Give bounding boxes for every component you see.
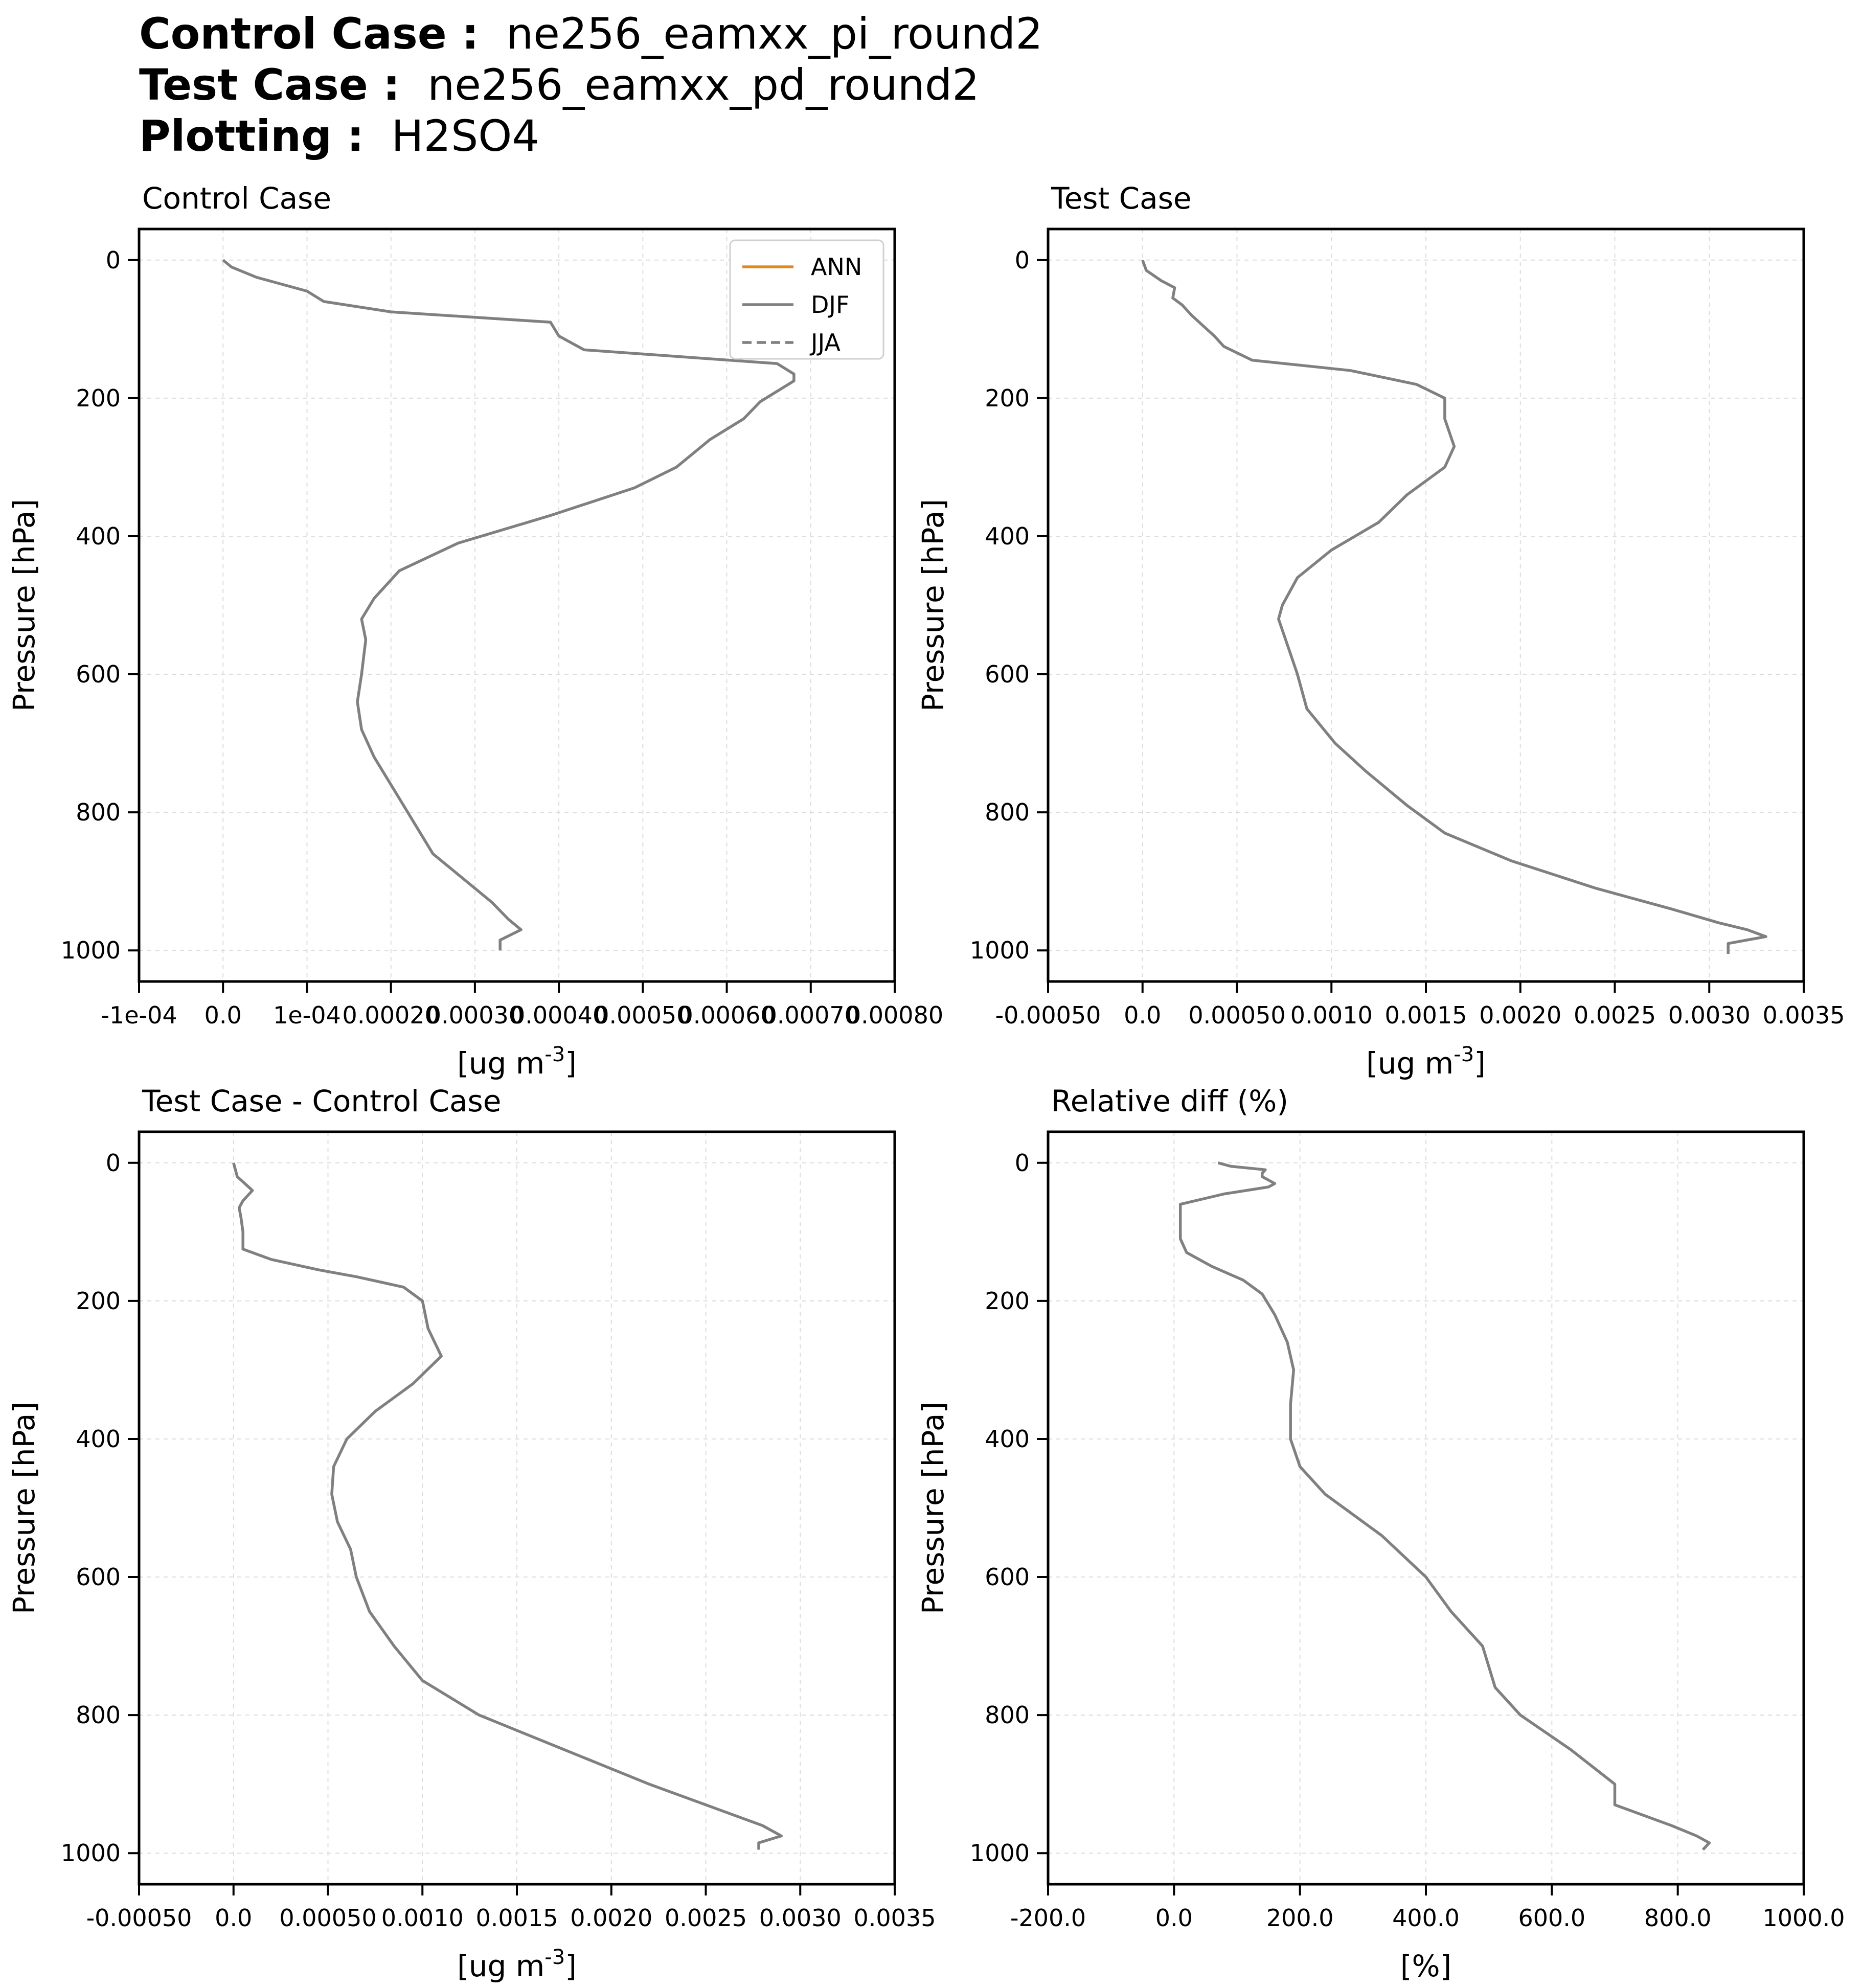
y-tick-label: 800 <box>985 798 1030 826</box>
y-tick-label: 1000 <box>970 1839 1030 1867</box>
x-tick-label: 0.00030 <box>426 1001 524 1029</box>
y-tick-label: 0 <box>106 1149 121 1177</box>
x-tick-label: 0.0015 <box>1385 1001 1467 1029</box>
header-control-label: Control Case : <box>139 9 479 59</box>
x-tick-label: 1000.0 <box>1763 1904 1845 1932</box>
x-tick-label: 0.0020 <box>1479 1001 1561 1029</box>
legend-box <box>729 239 884 360</box>
y-tick-label: 0 <box>106 246 121 274</box>
series-line-djf <box>1141 259 1767 954</box>
legend-label-jja: JJA <box>809 329 841 356</box>
x-tick-label: 0.0020 <box>570 1904 652 1932</box>
x-tick-label: 0.0030 <box>1668 1001 1751 1029</box>
x-tick-label: 200.0 <box>1266 1904 1334 1932</box>
x-tick-label: 0.0 <box>1124 1001 1161 1029</box>
y-tick-label: 400 <box>76 522 121 550</box>
x-tick-label: 0.0030 <box>759 1904 842 1932</box>
y-tick-label: 400 <box>985 522 1030 550</box>
panel-title: Test Case <box>1051 181 1192 216</box>
header-test-label: Test Case : <box>139 60 400 110</box>
x-tick-label: 600.0 <box>1518 1904 1585 1932</box>
legend-label-ann: ANN <box>811 253 862 281</box>
x-tick-label: 0.00070 <box>762 1001 859 1029</box>
y-tick-label: 1000 <box>61 936 121 964</box>
x-tick-label: -0.00050 <box>86 1904 192 1932</box>
x-tick-label: 0.00050 <box>594 1001 691 1029</box>
y-tick-label: 1000 <box>970 936 1030 964</box>
y-tick-label: 800 <box>76 1701 121 1729</box>
x-tick-label: 0.0025 <box>1574 1001 1656 1029</box>
x-axis-label: [ug m-3] <box>1366 1043 1486 1081</box>
x-axis-label: [%] <box>1400 1949 1451 1983</box>
y-tick-label: 600 <box>985 660 1030 688</box>
panel-title: Relative diff (%) <box>1051 1084 1288 1118</box>
series-line-djf <box>1178 1161 1711 1851</box>
x-tick-label: 0.0015 <box>476 1904 558 1932</box>
legend: ANN DJF JJA <box>729 239 884 360</box>
legend-label-djf: DJF <box>811 291 849 318</box>
y-axis-label: Pressure [hPa] <box>7 499 41 712</box>
y-axis-label: Pressure [hPa] <box>7 1402 41 1614</box>
series-line-djf <box>232 1162 783 1850</box>
y-tick-label: 600 <box>76 1563 121 1591</box>
plot-frame <box>138 227 896 983</box>
x-tick-label: 0.00020 <box>343 1001 440 1029</box>
y-axis-label: Pressure [hPa] <box>916 499 950 712</box>
header-control-value: ne256_eamxx_pi_round2 <box>506 9 1043 59</box>
x-tick-label: 0.0 <box>215 1904 252 1932</box>
x-tick-label: -200.0 <box>1010 1904 1086 1932</box>
x-tick-label: 1e-04 <box>273 1001 341 1029</box>
y-tick-label: 800 <box>985 1701 1030 1729</box>
header-control-line: Control Case : ne256_eamxx_pi_round2 <box>139 8 1043 59</box>
x-tick-label: 0.0035 <box>1763 1001 1845 1029</box>
x-tick-label: 0.0010 <box>1290 1001 1373 1029</box>
header-plotting-line: Plotting : H2SO4 <box>139 110 539 162</box>
y-tick-label: 0 <box>1015 246 1030 274</box>
x-tick-label: 0.00080 <box>846 1001 943 1029</box>
y-tick-label: 200 <box>76 384 121 412</box>
header-plotting-value: H2SO4 <box>391 111 539 161</box>
x-axis-label: [ug m-3] <box>457 1043 577 1081</box>
panel-diff: -0.00050 0.0 0.00050 0.0010 0.0015 0.0020 0.00… <box>7 1084 936 1983</box>
y-tick-label: 400 <box>985 1425 1030 1453</box>
x-tick-label: 0.0 <box>205 1001 242 1029</box>
y-tick-label: 1000 <box>61 1839 121 1867</box>
x-tick-label: 0.0025 <box>665 1904 747 1932</box>
x-axis-label: [ug m-3] <box>457 1946 577 1983</box>
y-axis-label: Pressure [hPa] <box>916 1402 950 1614</box>
header-test-line: Test Case : ne256_eamxx_pd_round2 <box>139 59 980 110</box>
panel-title: Test Case - Control Case <box>142 1084 501 1118</box>
panel-test: -0.00050 0.0 0.00050 0.0010 0.0015 0.0020 0.00… <box>916 181 1845 1081</box>
y-tick-label: 800 <box>76 798 121 826</box>
panel-reldiff: -200.0 0.0 200.0 400.0 600.0 800.0 1000.0 0 200 4… <box>916 1084 1845 1983</box>
y-tick-label: 200 <box>76 1287 121 1315</box>
y-tick-label: 200 <box>985 384 1030 412</box>
x-tick-label: 0.00060 <box>678 1001 775 1029</box>
y-tick-label: 600 <box>985 1563 1030 1591</box>
header-test-value: ne256_eamxx_pd_round2 <box>427 60 980 110</box>
x-tick-label: 0.0010 <box>381 1904 464 1932</box>
panel-control: -1e-04 0.0 1e-04 0.000200.000300.000400.000… <box>7 181 943 1081</box>
x-tick-label: 400.0 <box>1392 1904 1460 1932</box>
x-tick-label: 0.00040 <box>510 1001 607 1029</box>
series-line-djf <box>222 259 796 951</box>
y-tick-label: 400 <box>76 1425 121 1453</box>
x-tick-label: 0.0 <box>1155 1904 1193 1932</box>
y-tick-label: 0 <box>1015 1149 1030 1177</box>
y-tick-label: 200 <box>985 1287 1030 1315</box>
header-plotting-label: Plotting : <box>139 111 364 161</box>
y-tick-label: 600 <box>76 660 121 688</box>
x-tick-label: -1e-04 <box>101 1001 177 1029</box>
panel-title: Control Case <box>142 181 331 216</box>
x-tick-label: 0.0035 <box>854 1904 936 1932</box>
x-tick-label: 0.00050 <box>1188 1001 1285 1029</box>
x-tick-label: -0.00050 <box>995 1001 1101 1029</box>
x-tick-label: 800.0 <box>1644 1904 1712 1932</box>
x-tick-label: 0.00050 <box>279 1904 376 1932</box>
